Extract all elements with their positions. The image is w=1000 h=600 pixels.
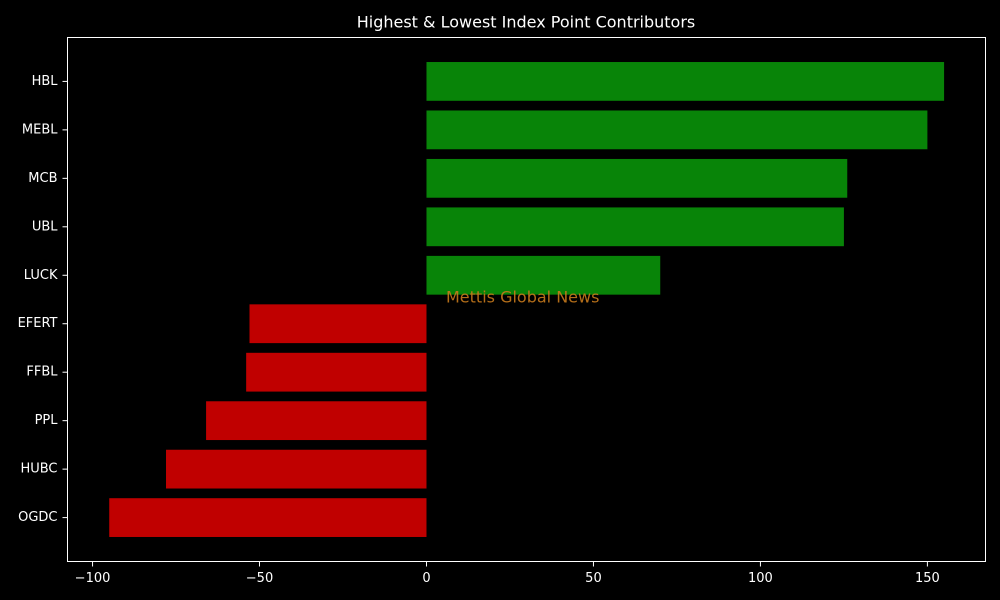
- bar: [166, 449, 427, 489]
- bar: [246, 352, 427, 392]
- x-tick-label: −100: [75, 571, 111, 586]
- axes-frame: [67, 37, 986, 562]
- y-tick-label: HUBC: [20, 462, 57, 477]
- x-tick-label: 0: [422, 571, 430, 586]
- bar: [426, 62, 945, 101]
- y-tick-label: UBL: [32, 219, 58, 234]
- bar: [426, 158, 848, 198]
- y-tick-label: OGDC: [18, 510, 57, 525]
- bar: [206, 401, 427, 441]
- y-tick-label: EFERT: [18, 316, 58, 331]
- y-tick-label: MCB: [28, 171, 57, 186]
- x-tick-label: −50: [246, 571, 273, 586]
- x-tick-label: 150: [915, 571, 940, 586]
- y-tick-label: LUCK: [24, 268, 58, 283]
- bar: [426, 207, 844, 247]
- bar: [249, 304, 427, 344]
- x-tick-label: 50: [585, 571, 602, 586]
- bar: [426, 255, 661, 295]
- chart-title: Highest & Lowest Index Point Contributor…: [357, 13, 696, 32]
- x-tick-label: 100: [748, 571, 773, 586]
- y-tick-label: MEBL: [22, 122, 58, 137]
- watermark: Mettis Global News: [446, 288, 599, 307]
- bar: [426, 110, 928, 150]
- y-tick-label: HBL: [32, 74, 59, 89]
- bar: [109, 498, 427, 537]
- y-tick-label: PPL: [35, 413, 59, 428]
- y-tick-label: FFBL: [26, 365, 58, 380]
